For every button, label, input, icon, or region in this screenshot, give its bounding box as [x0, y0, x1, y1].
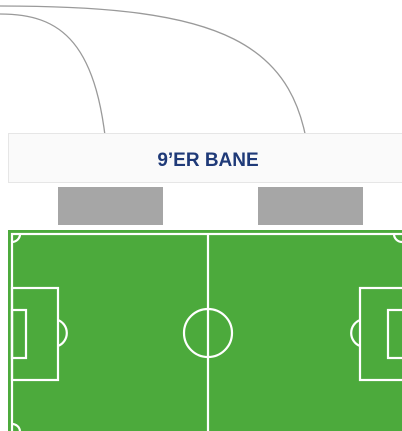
goal-area	[58, 187, 163, 225]
pitch	[8, 230, 402, 431]
diagram: 9’ER BANE	[0, 0, 402, 431]
goal-area	[258, 187, 363, 225]
banner-title: 9’ER BANE	[157, 150, 258, 171]
page: {"banner": {"title": "9’ER BANE"}} 9’ER …	[0, 0, 402, 431]
